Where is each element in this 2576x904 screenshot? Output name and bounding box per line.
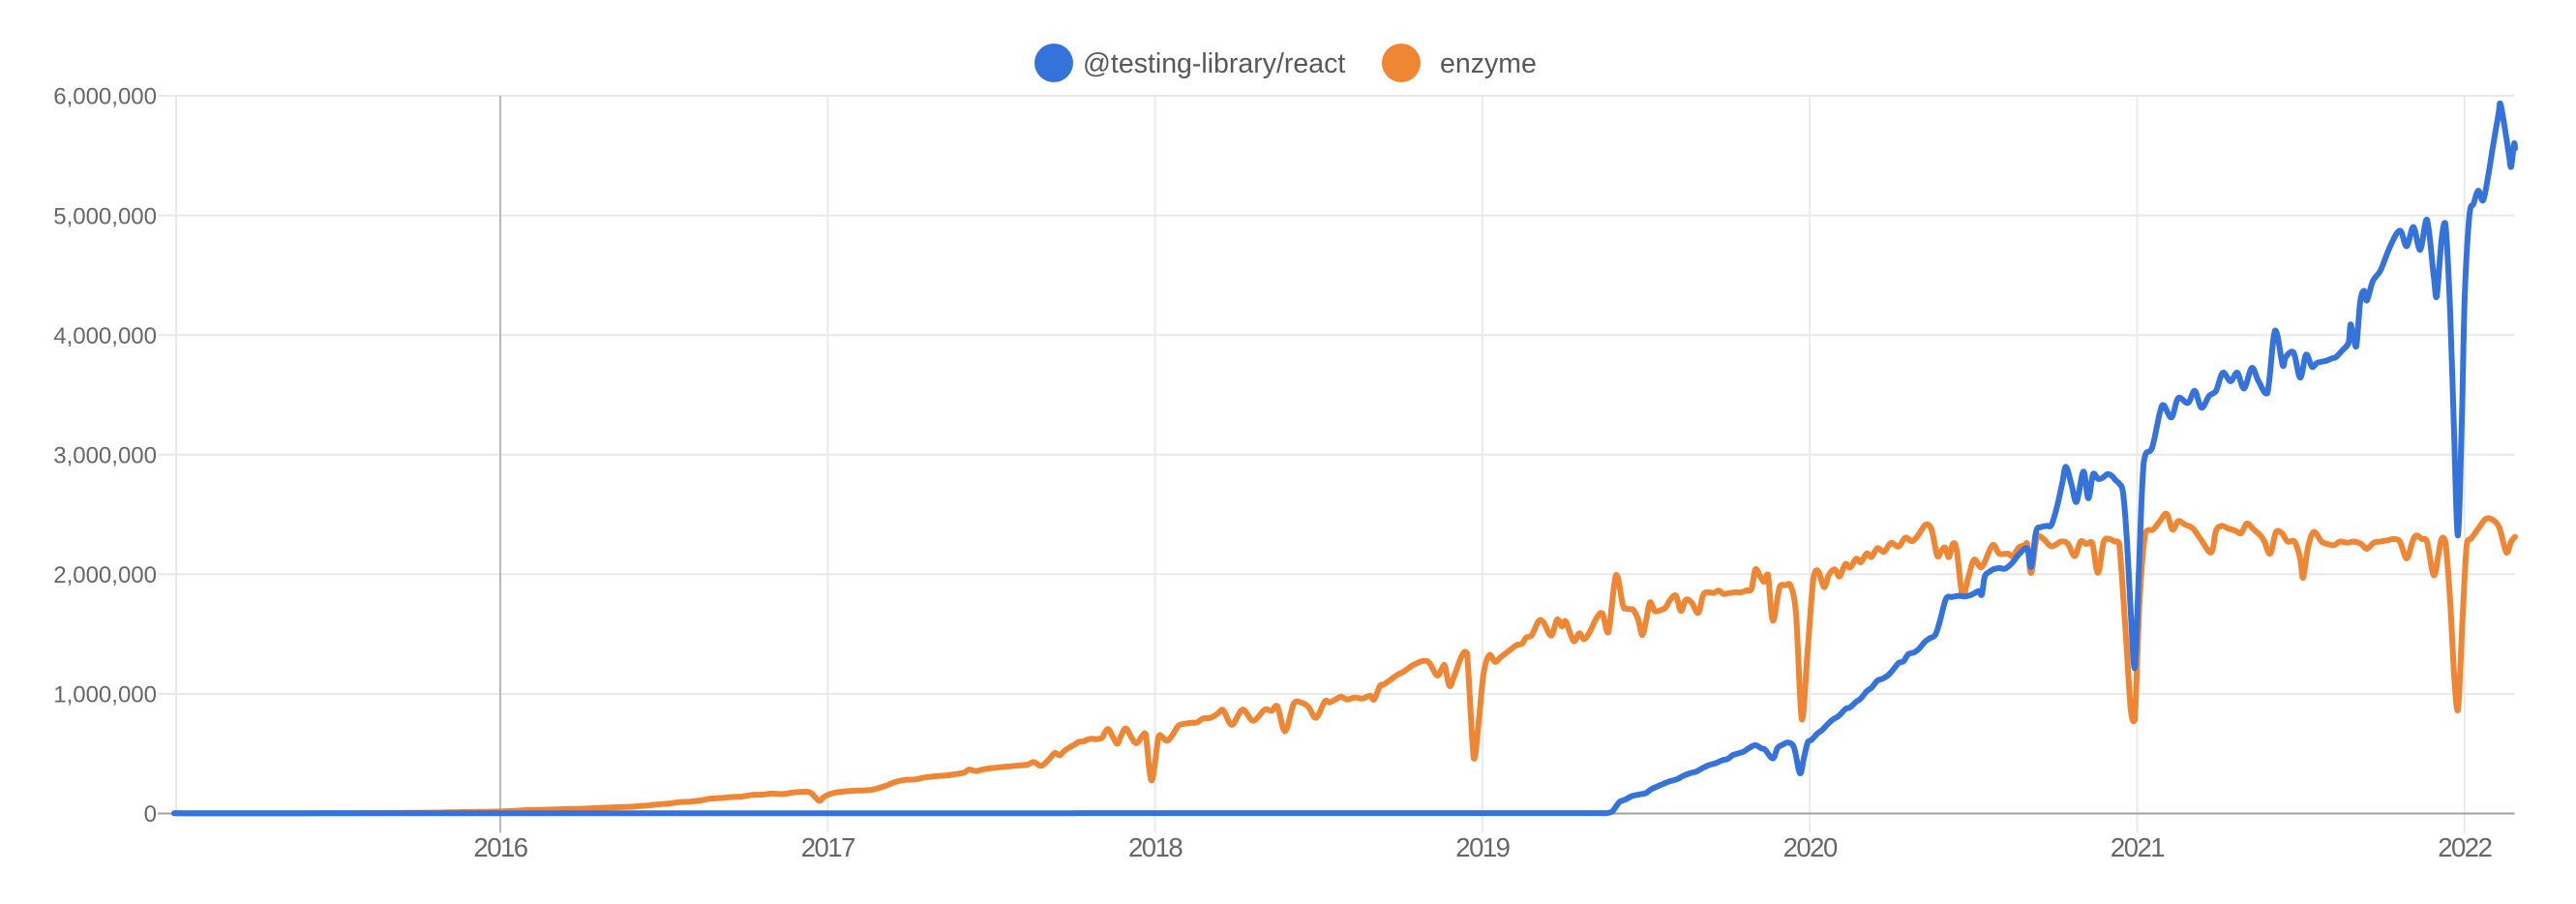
svg-text:enzyme: enzyme	[1440, 48, 1537, 79]
svg-text:1,000,000: 1,000,000	[53, 682, 157, 708]
svg-text:@testing-library/react: @testing-library/react	[1083, 48, 1345, 79]
svg-text:2021: 2021	[2111, 832, 2164, 862]
svg-text:6,000,000: 6,000,000	[53, 84, 157, 110]
svg-text:2022: 2022	[2438, 832, 2491, 862]
svg-text:0: 0	[144, 801, 157, 828]
svg-text:2016: 2016	[473, 832, 527, 862]
svg-text:2019: 2019	[1455, 832, 1509, 862]
svg-text:3,000,000: 3,000,000	[53, 443, 157, 469]
svg-text:5,000,000: 5,000,000	[53, 203, 157, 229]
svg-text:2020: 2020	[1783, 832, 1838, 862]
svg-text:2018: 2018	[1128, 832, 1183, 862]
svg-text:2017: 2017	[801, 832, 854, 862]
svg-text:2,000,000: 2,000,000	[53, 562, 157, 588]
svg-text:4,000,000: 4,000,000	[53, 323, 157, 349]
